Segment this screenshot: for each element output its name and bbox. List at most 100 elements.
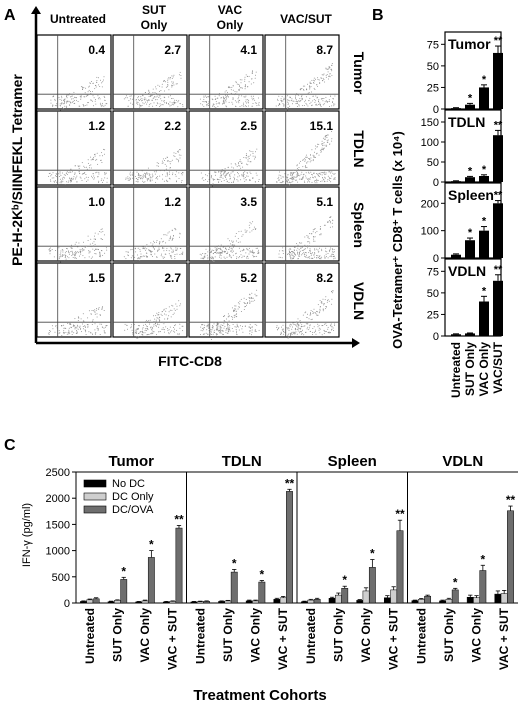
flow-event-dot bbox=[177, 101, 179, 103]
flow-event-dot bbox=[74, 165, 76, 167]
flow-event-dot bbox=[228, 320, 230, 322]
flow-event-dot bbox=[173, 103, 175, 105]
flow-event-dot bbox=[322, 144, 324, 146]
flow-event-dot bbox=[282, 333, 284, 335]
flow-event-dot bbox=[229, 174, 231, 176]
flow-event-dot bbox=[103, 331, 105, 333]
flow-event-dot bbox=[241, 250, 243, 252]
flow-event-dot bbox=[240, 254, 242, 256]
flow-event-dot bbox=[249, 251, 251, 253]
flow-event-dot bbox=[252, 70, 253, 72]
flow-event-dot bbox=[104, 326, 106, 328]
flow-event-dot bbox=[166, 103, 167, 104]
flow-event-dot bbox=[55, 180, 56, 182]
flow-event-dot bbox=[291, 324, 293, 326]
flow-event-dot bbox=[308, 171, 309, 173]
flow-event-dot bbox=[139, 248, 141, 250]
flow-event-dot bbox=[56, 98, 58, 100]
flow-event-dot bbox=[164, 160, 165, 161]
flow-event-dot bbox=[81, 248, 83, 250]
flow-event-dot bbox=[165, 168, 167, 170]
flow-event-dot bbox=[78, 317, 80, 319]
flow-event-dot bbox=[206, 105, 208, 107]
flow-event-dot bbox=[66, 322, 68, 323]
flow-event-dot bbox=[326, 325, 328, 326]
flow-event-dot bbox=[309, 251, 311, 253]
flow-event-dot bbox=[138, 257, 140, 259]
flow-event-dot bbox=[48, 334, 50, 335]
flow-event-dot bbox=[239, 100, 241, 101]
flow-event-dot bbox=[123, 98, 125, 100]
flow-event-dot bbox=[150, 179, 152, 181]
flow-event-dot bbox=[305, 99, 306, 101]
flow-event-dot bbox=[230, 172, 232, 174]
flow-event-dot bbox=[227, 323, 228, 325]
flow-event-dot bbox=[308, 329, 310, 331]
flow-event-dot bbox=[318, 103, 320, 105]
flow-event-dot bbox=[323, 98, 325, 99]
flow-event-dot bbox=[280, 332, 282, 334]
flow-event-dot bbox=[87, 326, 89, 328]
flow-event-dot bbox=[229, 254, 230, 256]
flow-event-dot bbox=[319, 328, 321, 330]
flow-plot-percentage: 2.7 bbox=[164, 271, 181, 285]
flow-event-dot bbox=[215, 248, 217, 250]
flow-event-dot bbox=[323, 178, 324, 180]
flow-event-dot bbox=[206, 96, 208, 98]
flow-event-dot bbox=[90, 332, 92, 334]
flow-event-dot bbox=[317, 179, 319, 181]
flow-event-dot bbox=[103, 105, 105, 107]
flow-event-dot bbox=[144, 332, 146, 334]
flow-event-dot bbox=[321, 149, 323, 150]
flow-event-dot bbox=[280, 333, 282, 335]
flow-event-dot bbox=[71, 331, 73, 333]
flow-event-dot bbox=[88, 331, 90, 333]
flow-event-dot bbox=[66, 248, 67, 249]
flow-event-dot bbox=[158, 249, 160, 251]
flow-event-dot bbox=[293, 246, 295, 248]
flow-event-dot bbox=[234, 94, 236, 96]
flow-event-dot bbox=[210, 339, 212, 340]
flow-event-dot bbox=[291, 251, 292, 252]
flow-event-dot bbox=[232, 316, 234, 318]
flow-event-dot bbox=[157, 323, 159, 325]
flow-event-dot bbox=[155, 321, 157, 322]
flow-event-dot bbox=[230, 316, 232, 318]
flow-event-dot bbox=[310, 233, 312, 235]
flow-event-dot bbox=[94, 154, 95, 156]
panel-c-legend-label: No DC bbox=[112, 478, 145, 490]
flow-event-dot bbox=[329, 220, 331, 222]
flow-event-dot bbox=[319, 255, 321, 257]
flow-event-dot bbox=[324, 144, 326, 146]
panel-b-significance-mark: * bbox=[468, 165, 473, 177]
flow-event-dot bbox=[163, 90, 165, 92]
flow-event-dot bbox=[299, 320, 301, 321]
flow-event-dot bbox=[59, 171, 61, 173]
flow-event-dot bbox=[79, 105, 81, 107]
panel-c-significance-mark: * bbox=[121, 564, 126, 578]
flow-event-dot bbox=[74, 327, 76, 329]
flow-event-dot bbox=[79, 173, 81, 175]
flow-event-dot bbox=[63, 327, 65, 329]
panel-c-y-axis-label: IFN-γ (pg/ml) bbox=[21, 503, 33, 567]
flow-event-dot bbox=[314, 182, 316, 184]
flow-event-dot bbox=[146, 103, 148, 105]
flow-event-dot bbox=[101, 102, 103, 104]
flow-event-dot bbox=[155, 88, 157, 90]
flow-event-dot bbox=[215, 249, 217, 251]
flow-event-dot bbox=[165, 242, 167, 244]
flow-event-dot bbox=[150, 180, 152, 182]
panel-c-bar bbox=[417, 599, 425, 604]
flow-event-dot bbox=[215, 329, 217, 331]
flow-event-dot bbox=[306, 104, 308, 106]
flow-event-dot bbox=[223, 100, 225, 102]
flow-event-dot bbox=[99, 314, 101, 315]
flow-event-dot bbox=[135, 331, 137, 333]
flow-event-dot bbox=[94, 311, 96, 313]
flow-event-dot bbox=[84, 92, 86, 94]
flow-event-dot bbox=[327, 331, 329, 333]
flow-event-dot bbox=[151, 333, 153, 335]
flow-event-dot bbox=[292, 172, 294, 173]
flow-event-dot bbox=[101, 326, 103, 328]
flow-event-dot bbox=[103, 234, 105, 236]
